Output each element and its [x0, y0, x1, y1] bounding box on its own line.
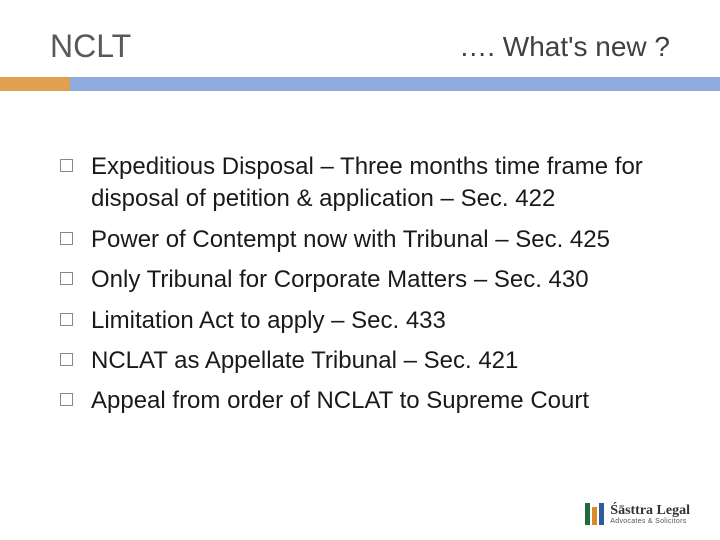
bullet-text: Power of Contempt now with Tribunal – Se…: [91, 224, 610, 256]
checkbox-icon: [60, 159, 73, 172]
divider-bar: [0, 77, 720, 91]
title-right: …. What's new ?: [459, 31, 670, 63]
list-item: Expeditious Disposal – Three months time…: [60, 151, 670, 216]
checkbox-icon: [60, 353, 73, 366]
list-item: NCLAT as Appellate Tribunal – Sec. 421: [60, 345, 670, 377]
bullet-text: Limitation Act to apply – Sec. 433: [91, 305, 446, 337]
bullet-text: NCLAT as Appellate Tribunal – Sec. 421: [91, 345, 518, 377]
logo-bar: [599, 503, 604, 525]
list-item: Limitation Act to apply – Sec. 433: [60, 305, 670, 337]
logo-text: Śāsttra Legal Advocates & Solicitors: [610, 504, 690, 525]
list-item: Power of Contempt now with Tribunal – Se…: [60, 224, 670, 256]
slide-header: NCLT …. What's new ?: [0, 0, 720, 77]
logo-bar: [585, 503, 590, 525]
logo-bar: [592, 507, 597, 525]
checkbox-icon: [60, 393, 73, 406]
footer-logo: Śāsttra Legal Advocates & Solicitors: [585, 503, 690, 525]
bullet-text: Only Tribunal for Corporate Matters – Se…: [91, 264, 589, 296]
list-item: Only Tribunal for Corporate Matters – Se…: [60, 264, 670, 296]
bullet-text: Appeal from order of NCLAT to Supreme Co…: [91, 385, 589, 417]
logo-bars-icon: [585, 503, 604, 525]
checkbox-icon: [60, 232, 73, 245]
logo-main-text: Śāsttra Legal: [610, 504, 690, 518]
checkbox-icon: [60, 272, 73, 285]
title-left: NCLT: [50, 28, 131, 65]
bullet-text: Expeditious Disposal – Three months time…: [91, 151, 670, 216]
list-item: Appeal from order of NCLAT to Supreme Co…: [60, 385, 670, 417]
divider-orange-segment: [0, 77, 70, 91]
checkbox-icon: [60, 313, 73, 326]
bullet-list: Expeditious Disposal – Three months time…: [0, 91, 720, 418]
logo-sub-text: Advocates & Solicitors: [610, 518, 690, 525]
divider-blue-segment: [70, 77, 720, 91]
